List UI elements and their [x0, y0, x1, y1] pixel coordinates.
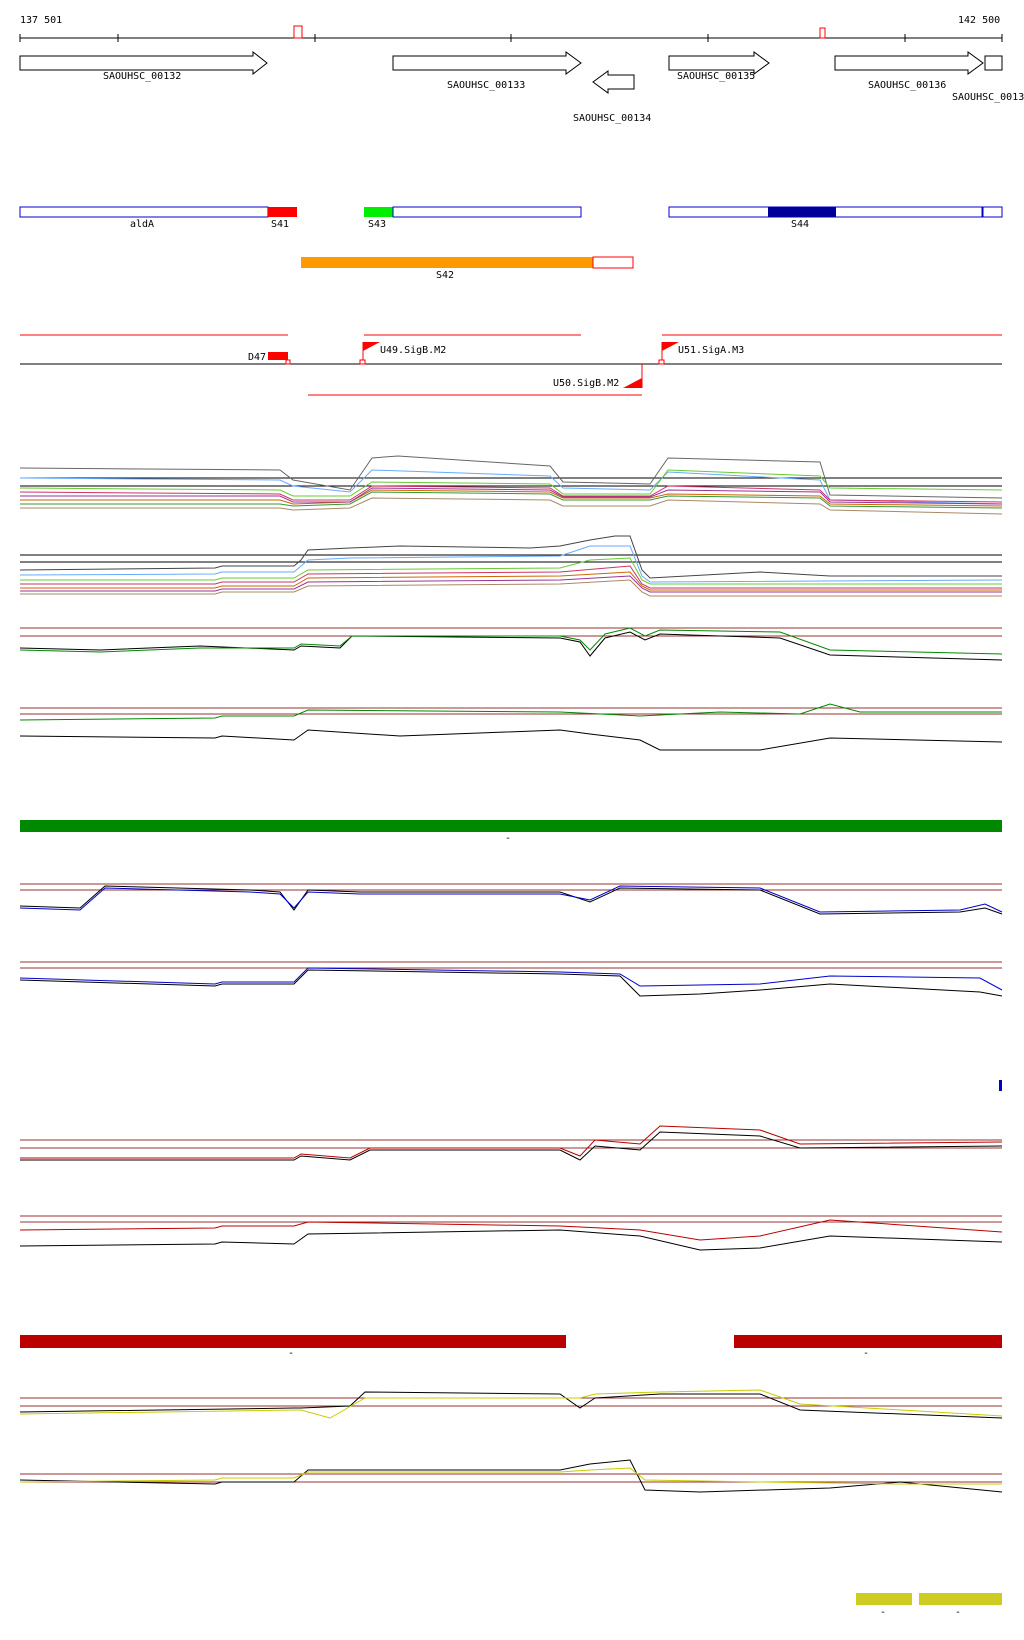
segment-label-aldA: aldA — [130, 219, 154, 230]
red-significance-bar-right[interactable] — [734, 1335, 1002, 1348]
segment-label-S44: S44 — [791, 219, 809, 230]
yellow-tracks: - - — [19, 1389, 1003, 1618]
red-bar-label-left: - — [288, 1348, 294, 1359]
gene-SAOUHSC_00134[interactable]: SAOUHSC_00134 — [573, 70, 651, 124]
coordinate-ruler: 137 501 142 500 — [19, 15, 1003, 42]
promoter-track: D47 U49.SigB.M2 U50.SigB.M2 U51.SigA.M3 — [20, 334, 1002, 396]
ruler-start-label: 137 501 — [20, 15, 62, 26]
ruler-marker-1 — [293, 25, 303, 39]
green-significance-bar[interactable] — [20, 820, 1002, 832]
segment-label-S43: S43 — [368, 219, 386, 230]
gene-label: SAOUHSC_00134 — [573, 113, 651, 124]
gene-SAOUHSC_00132[interactable]: SAOUHSC_00132 — [19, 50, 268, 82]
segment-S42[interactable]: S42 — [301, 256, 634, 281]
gene-SAOUHSC_00136[interactable]: SAOUHSC_00136 — [834, 51, 984, 91]
promoter-U50[interactable]: U50.SigB.M2 — [553, 364, 643, 389]
promoter-U51[interactable]: U51.SigA.M3 — [658, 342, 744, 365]
gene-label: SAOUHSC_00133 — [447, 80, 525, 91]
yellow-significance-bar-right[interactable] — [919, 1593, 1002, 1605]
red-tracks: - - — [19, 1125, 1003, 1359]
segment-aldA[interactable]: aldA — [19, 206, 269, 230]
gene-SAOUHSC_0013[interactable]: SAOUHSC_0013 — [952, 55, 1024, 103]
promoter-U49[interactable]: U49.SigB.M2 — [359, 342, 446, 365]
green-bar-label: - — [505, 833, 511, 844]
blue-tracks — [19, 883, 1003, 1091]
promoter-label-D47: D47 — [248, 352, 266, 363]
promoter-label-U51: U51.SigA.M3 — [678, 345, 744, 356]
red-significance-bar-left[interactable] — [20, 1335, 566, 1348]
promoter-D47[interactable]: D47 — [248, 352, 291, 365]
promoter-label-U50: U50.SigB.M2 — [553, 378, 619, 389]
green-tracks: - — [19, 627, 1003, 844]
yellow-bar-label-left: - — [880, 1607, 886, 1618]
gene-track: SAOUHSC_00132 SAOUHSC_00133 SAOUHSC_0013… — [19, 50, 1024, 124]
yellow-bar-label-right: - — [955, 1607, 961, 1618]
gene-label: SAOUHSC_00136 — [868, 80, 946, 91]
segment-S43[interactable]: S43 — [364, 206, 582, 230]
promoter-label-U49: U49.SigB.M2 — [380, 345, 446, 356]
gene-label: SAOUHSC_00135 — [677, 71, 755, 82]
expression-panel-1 — [19, 455, 1003, 515]
blue-significance-bar[interactable] — [999, 1080, 1002, 1091]
ruler-end-label: 142 500 — [958, 15, 1000, 26]
gene-label: SAOUHSC_0013 — [952, 92, 1024, 103]
segment-S44[interactable]: S44 — [668, 206, 1003, 230]
ruler-marker-2 — [819, 27, 826, 39]
segment-label-S42: S42 — [436, 270, 454, 281]
segment-S41[interactable]: S41 — [268, 207, 297, 230]
red-bar-label-right: - — [863, 1348, 869, 1359]
gene-SAOUHSC_00135[interactable]: SAOUHSC_00135 — [668, 51, 770, 82]
expression-panel-2 — [19, 535, 1003, 597]
yellow-significance-bar-left[interactable] — [856, 1593, 912, 1605]
segment-label-S41: S41 — [271, 219, 289, 230]
gene-SAOUHSC_00133[interactable]: SAOUHSC_00133 — [392, 51, 582, 91]
segment-track: aldA S41 S43 S44 S42 — [19, 206, 1003, 281]
gene-label: SAOUHSC_00132 — [103, 71, 181, 82]
